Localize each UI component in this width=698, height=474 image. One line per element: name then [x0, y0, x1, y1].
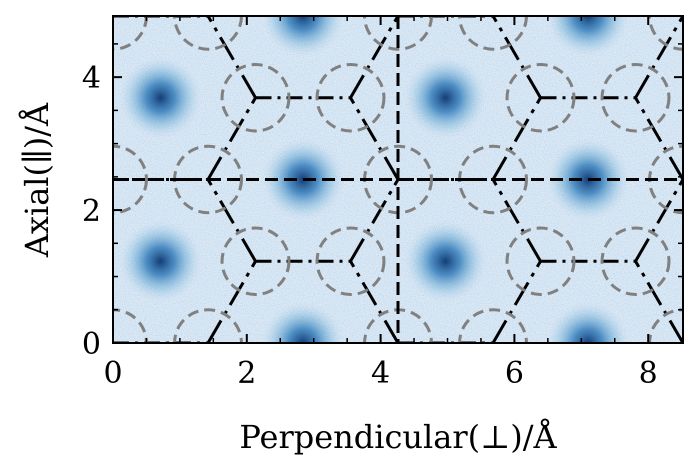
lattice-bond	[206, 16, 257, 99]
lattice-site-circle	[173, 16, 243, 51]
lattice-site-circle	[363, 16, 433, 51]
lattice-site-circle	[600, 63, 671, 133]
lattice-bond	[634, 96, 683, 181]
plot-frame	[112, 15, 684, 344]
lattice-bond	[634, 16, 683, 99]
x-tick-label: 0	[103, 356, 122, 391]
lattice-site-circle	[220, 226, 291, 296]
y-tick-label: 4	[82, 61, 101, 96]
lattice-bond	[491, 260, 542, 343]
lattice-bond	[634, 178, 683, 263]
lattice-bond	[634, 260, 683, 343]
x-tick-label: 4	[371, 356, 390, 391]
x-tick-label: 2	[237, 356, 256, 391]
lattice-site-circle	[220, 63, 291, 133]
lattice-site-circle	[505, 226, 576, 296]
lattice-bond	[491, 16, 542, 99]
lattice-bond	[206, 96, 257, 181]
y-axis-label: Axial(∥)/Å	[18, 102, 56, 258]
y-tick-label: 2	[82, 194, 101, 229]
lattice-site-circle	[505, 63, 576, 133]
lattice-site-circle	[315, 63, 386, 133]
lattice-bond	[349, 178, 400, 263]
lattice-bond	[349, 16, 400, 99]
y-tick-label: 0	[82, 327, 101, 362]
lattice-bond	[491, 178, 542, 263]
lattice-bond	[349, 260, 400, 343]
x-tick-label: 6	[505, 356, 524, 391]
lattice-bond	[206, 260, 257, 343]
lattice-bond	[491, 96, 542, 181]
axis-ticks: 0 2 4 6 8 0 2 4	[82, 16, 683, 391]
lattice-bond	[349, 96, 400, 181]
x-axis-label: Perpendicular(⊥)/Å	[239, 418, 557, 456]
x-tick-label: 8	[639, 356, 658, 391]
lattice-site-circle	[458, 16, 528, 51]
lattice-site-circle	[315, 226, 386, 296]
lattice-site-circle	[600, 226, 671, 296]
lattice-bond	[206, 178, 257, 263]
